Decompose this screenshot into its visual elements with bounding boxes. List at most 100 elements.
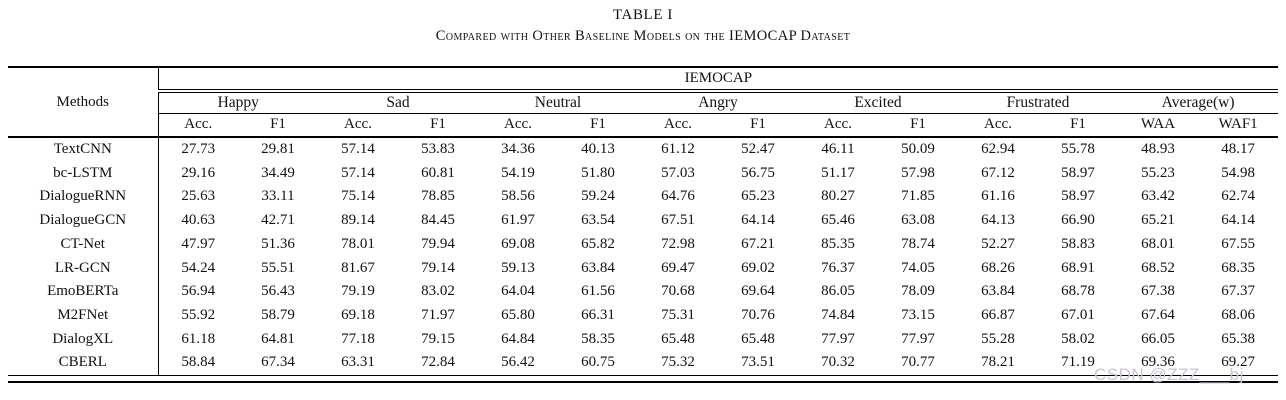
metric-value: 79.14 bbox=[421, 259, 455, 276]
metric-value: 52.47 bbox=[741, 141, 775, 157]
metric-value: 52.27 bbox=[981, 235, 1015, 252]
metric-value: 57.14 bbox=[341, 141, 375, 157]
metric-value: 56.42 bbox=[501, 354, 535, 371]
emotion-group-header: Sad bbox=[318, 91, 478, 114]
metric-value: 58.35 bbox=[581, 330, 615, 347]
metric-value: 47.97 bbox=[181, 235, 216, 252]
results-table: Methods IEMOCAP Happy Sad Neutral Angry Exci… bbox=[8, 66, 1279, 377]
method-name: CBERL bbox=[8, 351, 159, 376]
method-name: CT-Net bbox=[8, 232, 159, 257]
metric-column-header: WAA bbox=[1118, 113, 1198, 138]
metric-value: 78.21 bbox=[981, 354, 1015, 371]
table-row: DialogueRNN 25.63 33.11 75.14 78.85 58.56 59.2… bbox=[8, 185, 1278, 210]
method-name: bc-LSTM bbox=[8, 161, 159, 186]
metric-value: 64.84 bbox=[501, 330, 535, 347]
metric-value: 68.52 bbox=[1141, 259, 1175, 276]
metric-value: 75.32 bbox=[661, 354, 695, 371]
metric-value: 63.42 bbox=[1141, 188, 1175, 205]
metric-value: 55.28 bbox=[981, 330, 1015, 347]
metric-value: 64.14 bbox=[741, 212, 775, 229]
metric-value: 86.05 bbox=[821, 283, 855, 300]
metric-value: 73.51 bbox=[741, 354, 775, 371]
metric-column-header: Acc. bbox=[478, 113, 558, 138]
metric-value: 68.26 bbox=[981, 259, 1015, 276]
metric-value: 70.32 bbox=[821, 354, 855, 371]
metric-value: 75.14 bbox=[341, 188, 375, 205]
emotion-group-header: Angry bbox=[638, 91, 798, 114]
metric-value: 63.31 bbox=[341, 354, 375, 371]
metric-value: 34.36 bbox=[501, 141, 535, 157]
emotion-group-header: Frustrated bbox=[958, 91, 1118, 114]
metric-value: 67.37 bbox=[1221, 283, 1255, 300]
metric-value: 63.08 bbox=[901, 212, 935, 229]
metric-value: 89.14 bbox=[341, 212, 375, 229]
emotion-group-header: Happy bbox=[158, 91, 318, 114]
metric-value: 67.51 bbox=[661, 212, 695, 229]
metric-value: 65.48 bbox=[741, 330, 775, 347]
metric-value: 65.38 bbox=[1221, 330, 1255, 347]
metric-value: 66.05 bbox=[1141, 330, 1175, 347]
metric-value: 74.84 bbox=[821, 306, 855, 323]
metric-value: 70.77 bbox=[901, 354, 935, 371]
metric-value: 67.34 bbox=[261, 354, 295, 371]
metric-value: 68.06 bbox=[1221, 306, 1255, 323]
metric-value: 65.21 bbox=[1141, 212, 1175, 229]
metric-value: 65.23 bbox=[741, 188, 775, 205]
table-row: CBERL 58.84 67.34 63.31 72.84 56.42 60.75 75.32… bbox=[8, 351, 1278, 376]
bottom-double-rule bbox=[8, 381, 1278, 384]
metric-value: 58.83 bbox=[1061, 235, 1095, 252]
metric-value: 78.01 bbox=[341, 235, 375, 252]
metric-column-header: Acc. bbox=[798, 113, 878, 138]
metric-value: 66.90 bbox=[1061, 212, 1095, 229]
metric-column-header: F1 bbox=[878, 113, 958, 138]
metric-value: 50.09 bbox=[901, 141, 935, 157]
method-name: M2FNet bbox=[8, 303, 159, 328]
dataset-header: IEMOCAP bbox=[158, 67, 1279, 93]
metric-value: 74.05 bbox=[901, 259, 935, 276]
table-header: Methods IEMOCAP Happy Sad Neutral Angry Exci… bbox=[8, 67, 1279, 138]
methods-column-header: Methods bbox=[8, 67, 159, 138]
metric-value: 69.36 bbox=[1141, 354, 1175, 371]
metric-column-header: Acc. bbox=[158, 113, 238, 138]
metric-value: 68.35 bbox=[1221, 259, 1255, 276]
metric-value: 53.83 bbox=[421, 141, 455, 157]
metric-value: 27.73 bbox=[181, 141, 216, 157]
metric-value: 61.56 bbox=[581, 283, 615, 300]
metric-value: 54.24 bbox=[181, 259, 216, 276]
metric-value: 54.19 bbox=[501, 164, 535, 181]
metric-value: 25.63 bbox=[181, 188, 216, 205]
metric-value: 51.36 bbox=[261, 235, 295, 252]
metric-value: 78.85 bbox=[421, 188, 455, 205]
metric-column-header: F1 bbox=[1038, 113, 1118, 138]
metric-value: 67.21 bbox=[741, 235, 775, 252]
metric-value: 57.14 bbox=[341, 164, 375, 181]
dataset-header-row: Methods IEMOCAP bbox=[8, 67, 1279, 138]
metric-value: 84.45 bbox=[421, 212, 455, 229]
metric-value: 68.78 bbox=[1061, 283, 1095, 300]
table-row: DialogXL 61.18 64.81 77.18 79.15 64.84 58.35 65… bbox=[8, 327, 1278, 352]
metric-value: 55.51 bbox=[261, 259, 295, 276]
metric-value: 33.11 bbox=[261, 188, 295, 205]
metric-column-header: F1 bbox=[718, 113, 798, 138]
metric-value: 61.97 bbox=[501, 212, 535, 229]
metric-value: 54.98 bbox=[1221, 164, 1255, 181]
metric-value: 65.48 bbox=[661, 330, 695, 347]
metric-value: 77.18 bbox=[341, 330, 375, 347]
metric-value: 75.31 bbox=[661, 306, 695, 323]
metric-value: 58.97 bbox=[1061, 164, 1095, 181]
method-name: TextCNN bbox=[8, 137, 159, 162]
metric-value: 65.46 bbox=[821, 212, 855, 229]
metric-value: 40.13 bbox=[581, 141, 615, 157]
metric-value: 56.75 bbox=[741, 164, 775, 181]
method-name: EmoBERTa bbox=[8, 280, 159, 304]
metric-value: 66.87 bbox=[981, 306, 1015, 323]
metric-value: 51.17 bbox=[821, 164, 855, 181]
metric-value: 70.68 bbox=[661, 283, 695, 300]
metric-value: 83.02 bbox=[421, 283, 455, 300]
metric-value: 58.79 bbox=[261, 306, 295, 323]
table-body: TextCNN 27.73 29.81 57.14 53.83 34.36 40.13 61.… bbox=[8, 137, 1278, 376]
metric-value: 55.78 bbox=[1061, 141, 1095, 157]
metric-value: 60.75 bbox=[581, 354, 615, 371]
metric-value: 40.63 bbox=[181, 212, 216, 229]
